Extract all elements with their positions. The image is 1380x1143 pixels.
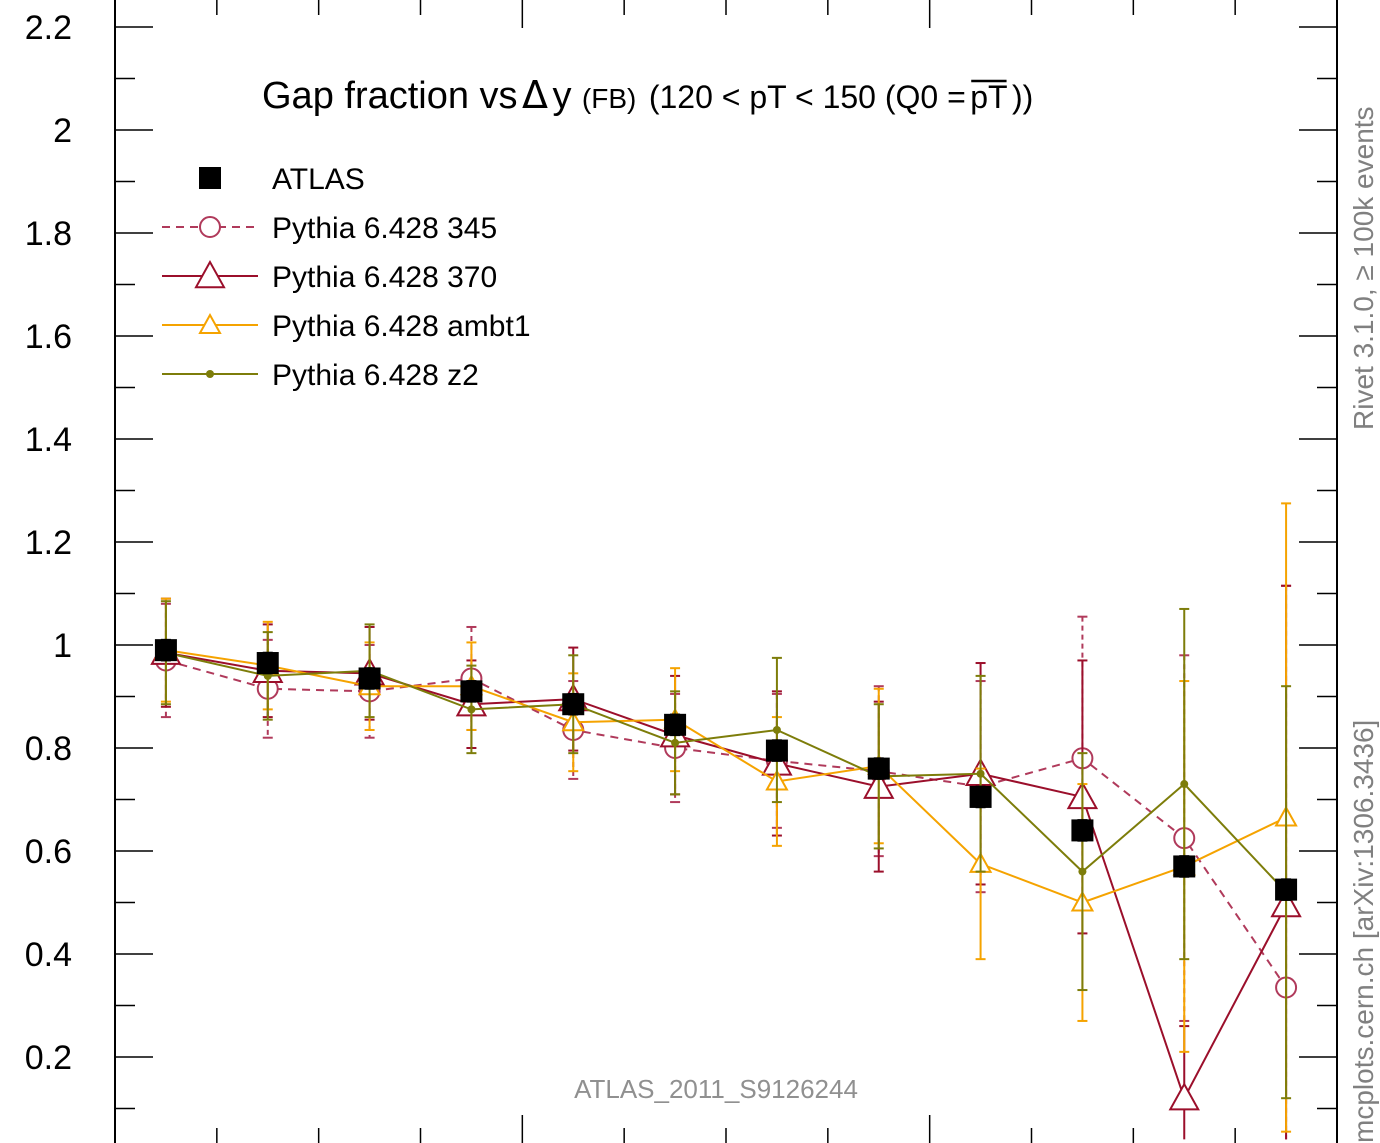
series-2 [150,584,1302,1140]
point-marker [206,370,214,378]
point-marker [199,167,221,189]
legend-item: Pythia 6.428 ambt1 [162,310,531,343]
y-tick-label: 1.2 [25,524,72,562]
chart-title: Gap fraction vs Δ y (FB) (120 < pT < 150… [262,73,1033,117]
y-tick-label: 1 [53,627,72,665]
point-marker [562,693,585,716]
legend-label: Pythia 6.428 ambt1 [272,310,531,343]
y-tick-labels: 0.2 0.4 0.6 0.8 1 1.2 1.4 1.6 1.8 2 2.2 [25,9,72,1077]
title-close: )) [1012,79,1033,115]
legend-item: Pythia 6.428 370 [162,259,497,294]
title-var: y [552,75,571,117]
title-delta: Δ [522,73,548,117]
series-1 [154,584,1298,1140]
point-marker [198,312,222,334]
series-3 [154,502,1298,1133]
point-marker [256,652,279,675]
legend-label: Pythia 6.428 z2 [272,359,479,392]
point-marker [765,739,788,762]
point-marker [1275,878,1298,901]
legend-label: Pythia 6.428 370 [272,261,497,294]
side-label-top: Rivet 3.1.0, ≥ 100k events [1348,106,1379,430]
legend-item: Pythia 6.428 z2 [162,359,479,392]
y-tick-label: 0.4 [25,936,72,974]
series-group [150,502,1302,1140]
point-marker [1078,867,1087,876]
point-marker [664,713,687,736]
y-tick-label: 1.6 [25,318,72,356]
title-sub: (FB) [582,83,636,114]
y-tick-label: 1.4 [25,421,72,459]
y-tick-label: 0.2 [25,1039,72,1077]
legend: ATLAS Pythia 6.428 345 Pythia 6.428 370 Pyt… [162,163,531,392]
series-line [165,659,1287,989]
y-tick-label: 2 [53,112,72,150]
point-marker [976,769,985,778]
side-label-bottom: mcplots.cern.ch [arXiv:1306.3436] [1348,720,1379,1143]
axis-ticks [114,0,1338,1143]
title-overline: pT [970,79,1007,115]
title-main: Gap fraction vs [262,75,518,117]
title-range: (120 < pT < 150 (Q0 = [649,79,966,115]
point-marker [194,259,226,289]
plot-frame [114,0,1338,1143]
point-marker [1168,1082,1200,1111]
reference-label: ATLAS_2011_S9126244 [574,1074,858,1104]
point-marker [1173,855,1196,878]
series-0 [154,638,1298,901]
y-tick-label: 0.6 [25,833,72,871]
point-marker [969,785,992,808]
point-marker [460,680,483,703]
point-marker [772,725,781,734]
point-marker [671,738,680,747]
y-tick-label: 0.8 [25,730,72,768]
series-line [165,651,1287,1101]
point-marker [1180,780,1189,789]
series-line [165,649,1287,904]
point-marker [358,667,381,690]
legend-label: Pythia 6.428 345 [272,212,497,245]
legend-label: ATLAS [272,163,365,196]
point-marker [1071,819,1094,842]
legend-item: ATLAS [199,163,365,196]
point-marker [867,757,890,780]
y-tick-label: 1.8 [25,215,72,253]
series-4 [160,600,1292,1100]
legend-item: Pythia 6.428 345 [162,212,497,245]
point-marker [154,639,177,662]
point-marker [199,216,221,238]
y-tick-label: 2.2 [25,9,72,47]
series-line [165,651,1287,893]
point-marker [467,705,476,714]
